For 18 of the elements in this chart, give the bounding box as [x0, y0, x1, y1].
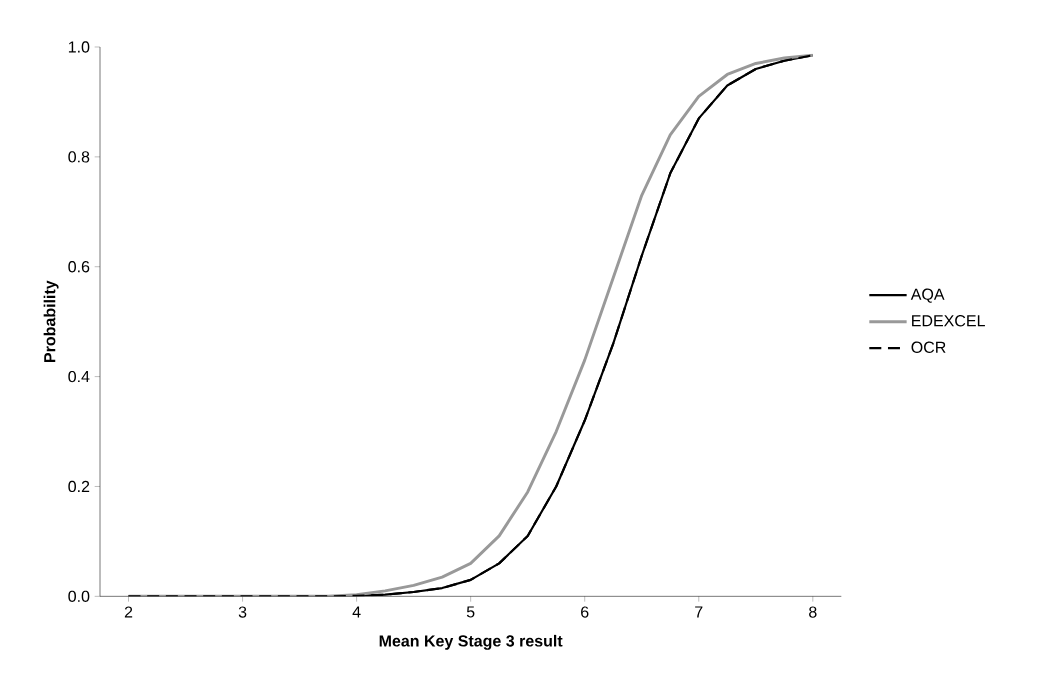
x-tick-label: 5	[466, 606, 475, 618]
x-tick-label: 4	[352, 606, 361, 618]
legend-label: AQA	[910, 288, 945, 303]
y-axis-title: Probability	[43, 280, 59, 362]
y-tick-label: 0.0	[68, 590, 90, 602]
y-tick-label: 0.6	[68, 261, 90, 273]
y-tick-label: 1.0	[68, 41, 90, 53]
x-tick-label: 6	[581, 606, 589, 618]
x-tick-label: 7	[695, 606, 703, 618]
y-tick-label: 0.2	[68, 480, 90, 493]
x-tick-label: 8	[809, 606, 817, 618]
legend-label: EDEXCEL	[912, 315, 985, 327]
y-tick-label: 0.4	[68, 370, 90, 383]
x-tick-label: 2	[124, 606, 133, 618]
y-tick-label: 0.8	[68, 151, 90, 163]
x-tick-label: 3	[238, 606, 247, 618]
legend-label: OCR	[911, 341, 946, 353]
x-axis-title: Mean Key Stage 3 result	[379, 634, 563, 650]
